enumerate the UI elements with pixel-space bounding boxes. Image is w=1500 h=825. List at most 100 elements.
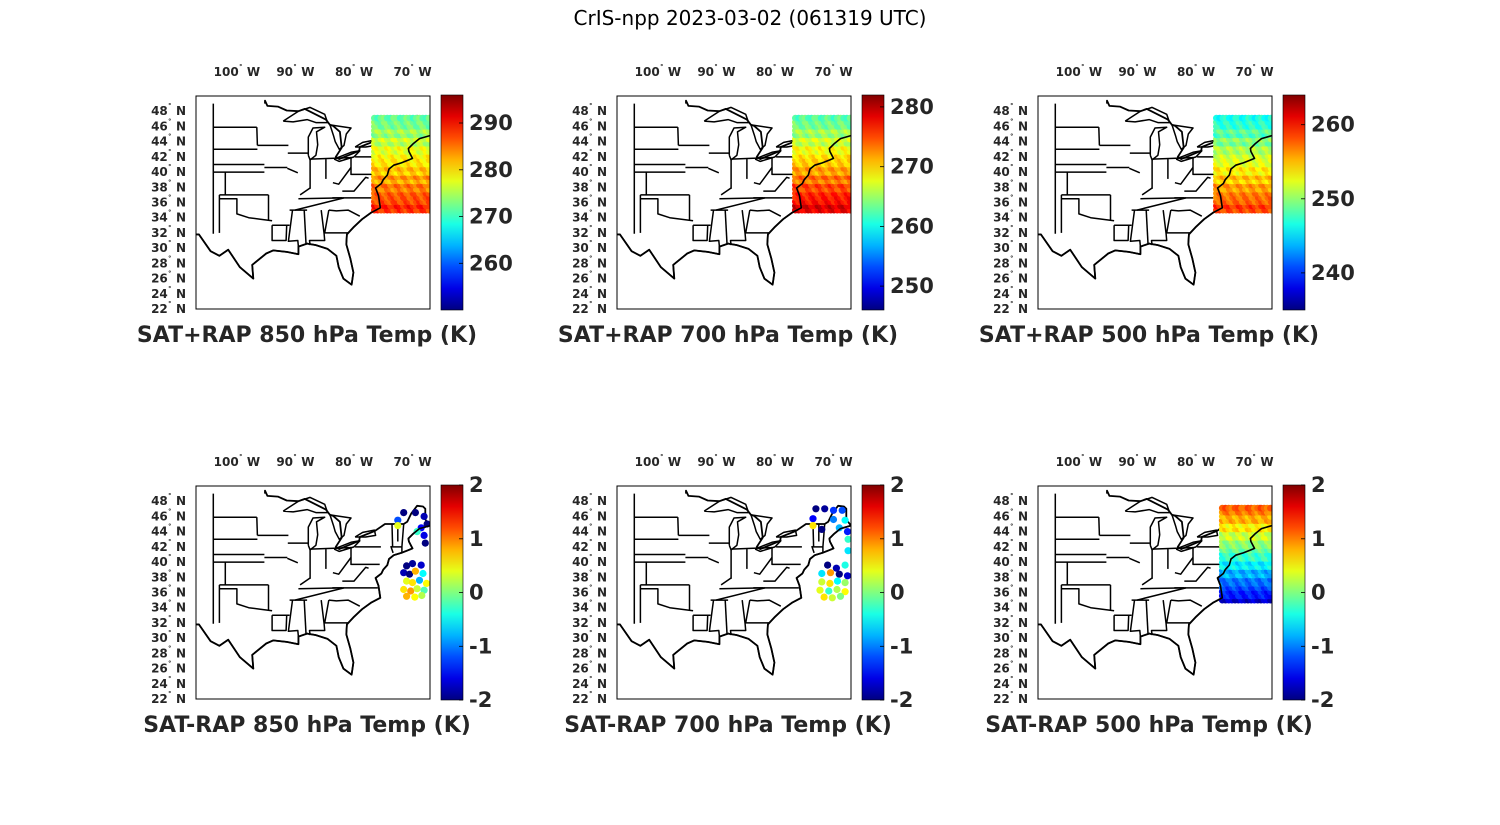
- lon-tick-label: 100˚ W: [635, 453, 681, 469]
- panel-title: SAT-RAP 700 hPa Temp (K): [564, 713, 892, 738]
- lat-tick-label: 32˚ N: [151, 614, 186, 630]
- data-point: [818, 525, 826, 533]
- lon-tick-label: 90˚ W: [697, 63, 735, 79]
- lat-tick-label: 46˚ N: [572, 117, 607, 133]
- data-point: [425, 114, 430, 122]
- figure-title: CrIS-npp 2023-03-02 (061319 UTC): [573, 6, 927, 30]
- state-border: [708, 557, 720, 564]
- lon-tick-label: 100˚ W: [1056, 63, 1102, 79]
- state-border: [332, 167, 352, 185]
- data-point: [403, 577, 411, 585]
- colorbar-tick-label: 260: [890, 214, 934, 238]
- state-border: [299, 577, 311, 586]
- state-border: [1174, 557, 1194, 575]
- lat-tick-label: 38˚ N: [572, 568, 607, 584]
- data-point: [407, 587, 415, 595]
- state-border: [731, 156, 773, 160]
- panel-3: 100˚ W 90˚ W 80˚ W 70˚ W 22˚ N 24˚ N 26˚ N 28˚ …: [962, 60, 1382, 390]
- state-border: [294, 197, 345, 211]
- lat-tick-label: 28˚ N: [151, 254, 186, 270]
- lat-tick-label: 22˚ N: [151, 300, 186, 316]
- state-border: [708, 167, 720, 174]
- map-frame: [195, 95, 431, 310]
- state-border: [350, 156, 380, 176]
- lat-tick-label: 30˚ N: [572, 239, 607, 255]
- data-point: [818, 578, 826, 586]
- data-point: [1267, 114, 1272, 122]
- state-border: [1150, 210, 1168, 246]
- lon-tick-label: 90˚ W: [276, 63, 314, 79]
- map-layer: [1038, 99, 1272, 286]
- state-border: [256, 517, 259, 536]
- data-point: [833, 577, 842, 585]
- data-point: [420, 512, 428, 520]
- state-border: [308, 210, 326, 246]
- data-point: [816, 586, 824, 594]
- colorbar-tick-label: 250: [890, 274, 934, 298]
- colorbar-tick-label: 260: [469, 251, 513, 275]
- state-border: [1184, 566, 1211, 582]
- state-border: [323, 209, 349, 234]
- lat-tick-label: 38˚ N: [151, 568, 186, 584]
- state-border: [256, 127, 259, 146]
- lat-tick-label: 30˚ N: [993, 629, 1028, 645]
- lat-tick-label: 36˚ N: [572, 194, 607, 210]
- state-border: [731, 546, 773, 550]
- data-point: [828, 594, 836, 602]
- panel-title: SAT-RAP 850 hPa Temp (K): [143, 713, 471, 738]
- data-point: [394, 522, 402, 530]
- state-border: [1113, 225, 1130, 242]
- data-point: [818, 569, 826, 578]
- data-point: [841, 588, 849, 596]
- state-border: [271, 225, 288, 242]
- colorbar-tick-label: -1: [1311, 634, 1334, 658]
- state-border: [640, 587, 694, 612]
- data-point: [843, 528, 851, 536]
- great-lake-outline: [750, 124, 773, 151]
- colorbar-tick-label: 280: [469, 158, 513, 182]
- state-border: [771, 156, 801, 176]
- state-border: [219, 587, 273, 612]
- lon-tick-label: 80˚ W: [756, 63, 794, 79]
- state-border: [729, 600, 747, 636]
- data-point: [420, 531, 428, 539]
- data-point: [841, 516, 849, 524]
- data-point: [400, 585, 408, 594]
- lat-tick-label: 38˚ N: [151, 178, 186, 194]
- coastline-overlay: [617, 524, 851, 676]
- panel-title: SAT-RAP 500 hPa Temp (K): [985, 713, 1313, 738]
- lat-tick-label: 24˚ N: [572, 675, 607, 691]
- lat-tick-label: 34˚ N: [572, 599, 607, 615]
- chart-panel-3: 100˚ W 90˚ W 80˚ W 70˚ W 22˚ N24˚ N26˚ N28˚ …: [979, 63, 1355, 348]
- panel-1: 100˚ W 90˚ W 80˚ W 70˚ W 22˚ N 24˚ N 26˚ N 28˚ …: [120, 60, 540, 390]
- colorbar-tick-label: -2: [469, 688, 492, 712]
- great-lake-outline: [282, 106, 329, 124]
- data-point: [833, 585, 841, 594]
- state-border: [1136, 587, 1187, 601]
- lat-tick-label: 48˚ N: [151, 492, 186, 508]
- state-border: [323, 599, 349, 624]
- map-layer: [196, 99, 430, 286]
- state-border: [1061, 587, 1115, 612]
- colorbar-tick-label: 0: [1311, 581, 1326, 605]
- data-point: [820, 593, 828, 601]
- coastline-overlay: [196, 524, 430, 676]
- data-point: [403, 562, 411, 570]
- data-point: [844, 535, 851, 543]
- lat-tick-label: 40˚ N: [993, 163, 1028, 179]
- map-layer: [1038, 489, 1272, 676]
- state-border: [219, 197, 273, 222]
- data-point: [812, 505, 820, 513]
- state-border: [1113, 615, 1130, 632]
- state-border: [677, 127, 680, 146]
- state-border: [342, 176, 369, 192]
- great-lake-outline: [1124, 496, 1171, 514]
- coastline-overlay: [196, 134, 430, 286]
- state-border: [708, 210, 721, 247]
- lat-tick-label: 36˚ N: [572, 584, 607, 600]
- lat-tick-label: 30˚ N: [151, 629, 186, 645]
- colorbar: [861, 94, 885, 311]
- data-point: [411, 509, 419, 517]
- state-border: [342, 566, 369, 582]
- data-point: [419, 569, 427, 578]
